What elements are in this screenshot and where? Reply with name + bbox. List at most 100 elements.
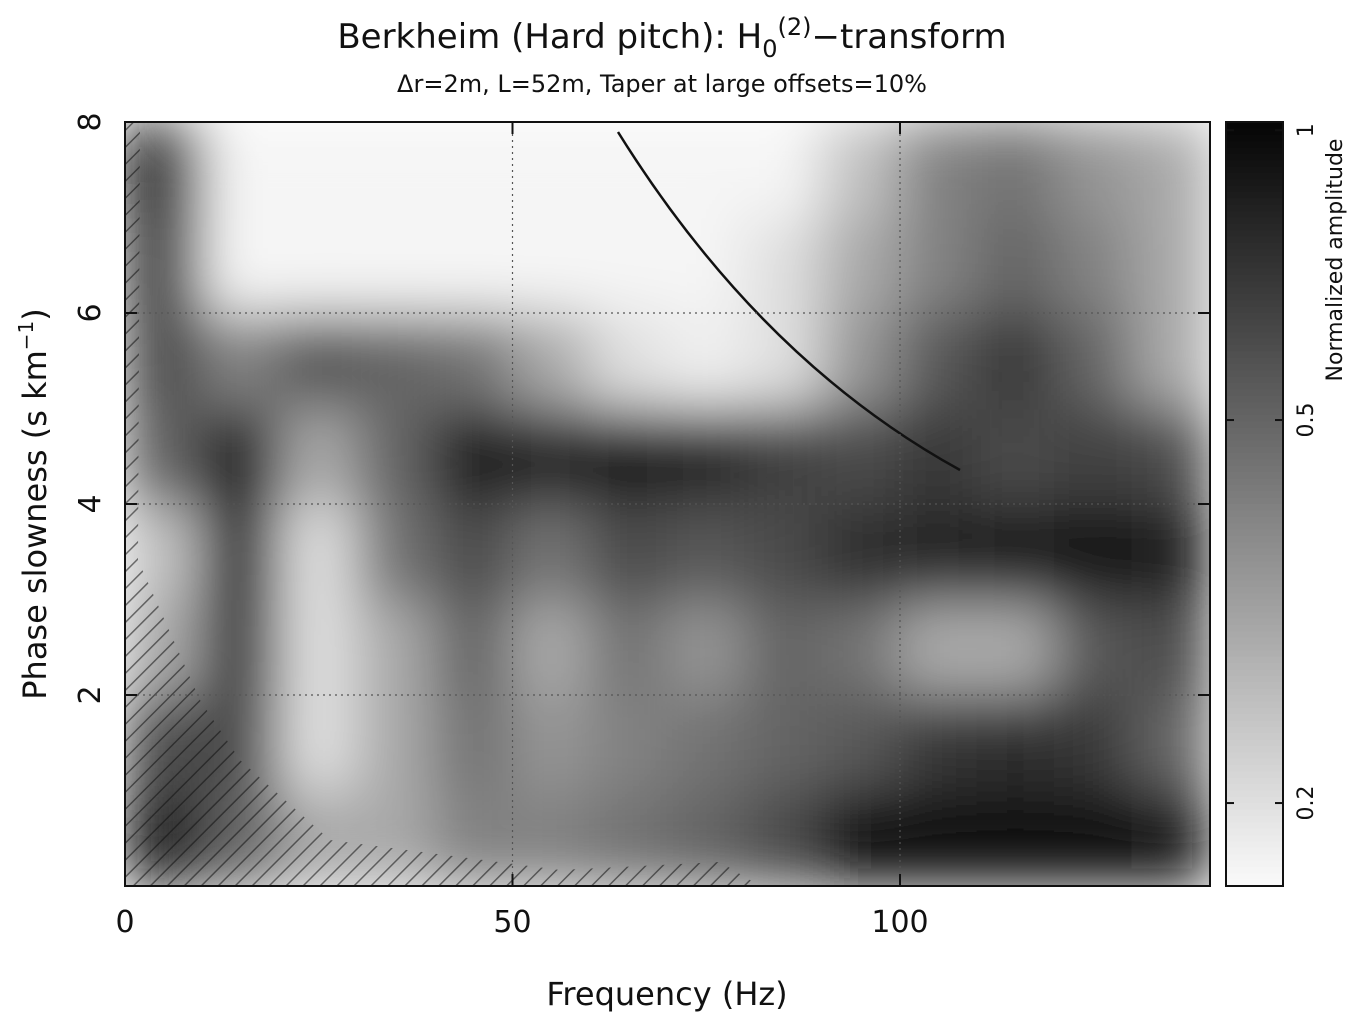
colorbar-stripe [1226,433,1283,441]
colorbar-stripe [1226,427,1283,435]
heat-cell [434,312,514,410]
heat-cell [899,407,979,505]
colorbar-stripe [1226,675,1283,683]
colorbar-stripe [1226,185,1283,193]
heat-cell [1054,598,1134,696]
heat-cell [356,694,436,792]
heat-cell [201,312,281,410]
heat-cell [434,122,514,219]
plot-frame [124,121,1211,887]
heat-cell [201,598,281,696]
colorbar-stripe [1226,765,1283,772]
colorbar-stripe [1226,873,1283,881]
heat-cell [1131,122,1210,219]
colorbar-stripe [1226,421,1283,429]
heat-cell [1054,789,1134,886]
colorbar-stripe [1226,376,1283,384]
heat-cell [666,216,746,314]
heat-cell [821,216,901,314]
colorbar-stripe [1226,332,1283,340]
heat-cell [1131,312,1210,410]
colorbar-stripe [1226,179,1283,187]
heat-cell [356,216,436,314]
x-axis-label: Frequency (Hz) [546,975,787,1013]
heat-cell [511,694,591,792]
heat-cell [434,694,514,792]
heat-cell [1131,694,1210,792]
colorbar-stripe [1226,707,1283,715]
colorbar-stripe [1226,866,1283,874]
colorbar-stripe [1226,605,1283,613]
hatched-region [125,122,760,886]
colorbar-stripe [1226,491,1283,499]
colorbar-stripe [1226,440,1283,448]
heat-cell [589,407,669,505]
heat-cell [666,503,746,601]
y-label-text: Phase slowness (s km [16,350,54,700]
colorbar-stripe [1226,319,1283,327]
heat-cell [279,216,359,314]
colorbar-stripe [1226,835,1283,843]
colorbar-stripe [1226,281,1283,289]
colorbar-stripe [1226,414,1283,422]
heat-cell [976,312,1056,410]
colorbar-stripe [1226,669,1283,677]
colorbar-stripe [1226,230,1283,238]
colorbar-stripe [1226,300,1283,308]
heat-cell [511,598,591,696]
colorbar-stripe [1226,535,1283,543]
heat-cell [976,122,1056,219]
colorbar-stripe [1226,656,1283,664]
colorbar-stripe [1226,777,1283,785]
y-axis-label: Phase slowness (s km−1) [14,308,54,700]
heat-cell [744,312,824,410]
heat-cell [356,407,436,505]
colorbar-tick-label: 1 [1294,123,1319,137]
chart-subtitle: Δr=2m, L=52m, Taper at large offsets=10% [397,70,927,98]
colorbar-stripe [1226,574,1283,581]
colorbar-stripe [1226,395,1283,403]
colorbar-stripe [1226,618,1283,626]
heat-cell [589,694,669,792]
heat-cell [976,216,1056,314]
colorbar-stripe [1226,803,1283,811]
heat-cell [666,312,746,410]
colorbar-stripe [1226,363,1283,371]
colorbar-stripe [1226,624,1283,632]
colorbar-stripe [1226,510,1283,518]
colorbar-stripe [1226,478,1283,486]
colorbar-stripe [1226,516,1283,524]
heat-cell [279,407,359,505]
heat-cell [1131,789,1210,886]
colorbar-stripe [1226,714,1283,722]
colorbar-stripe [1226,351,1283,359]
heat-cell [279,122,359,219]
heat-cell [279,598,359,696]
colorbar-stripe [1226,860,1283,868]
heat-cell [821,789,901,886]
heat-cell [434,216,514,314]
heat-cell [976,503,1056,601]
colorbar-stripe [1226,631,1283,639]
colorbar-stripe [1226,160,1283,168]
colorbar-stripe [1226,701,1283,709]
colorbar-stripe [1226,726,1283,734]
heat-cell [744,503,824,601]
colorbar-stripe [1226,758,1283,766]
heat-cell [201,407,281,505]
y-tick-label: 2 [73,685,108,704]
colorbar-stripe [1226,147,1283,155]
heat-cell [744,122,824,219]
heat-cell [511,312,591,410]
heat-cell [821,598,901,696]
heat-cell [1131,503,1210,601]
heat-cell [666,598,746,696]
heat-cell [1054,312,1134,410]
heat-cell [201,216,281,314]
heat-cell [744,216,824,314]
heat-cell [511,407,591,505]
heat-cell [1131,598,1210,696]
reference-curve [616,131,961,472]
axes: 0 50 100 2 4 6 8 0.2 0.5 1 [73,112,1319,940]
